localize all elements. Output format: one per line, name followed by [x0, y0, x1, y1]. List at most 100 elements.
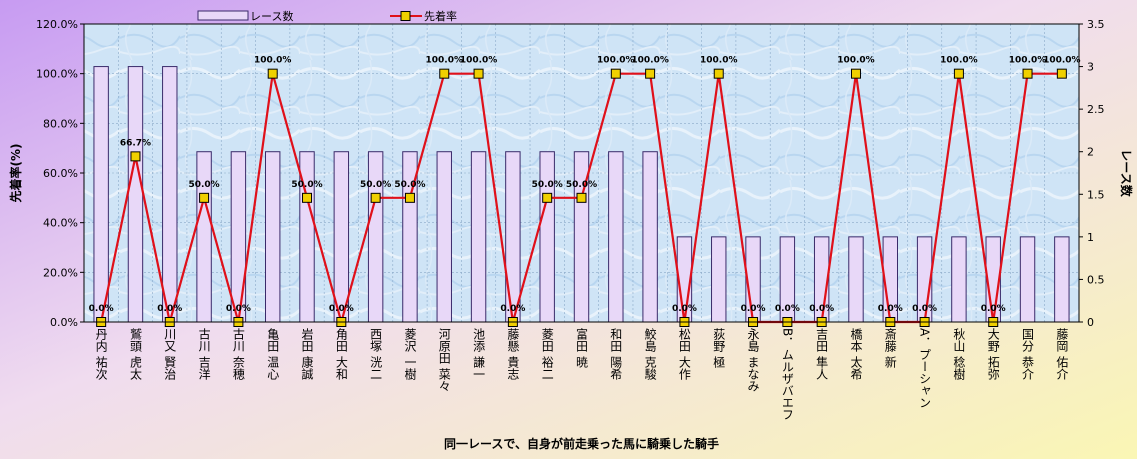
- data-label: 100.0%: [597, 56, 635, 66]
- line-marker: [302, 192, 313, 203]
- x-tick-label: 斎藤 新: [883, 327, 897, 368]
- line-marker: [267, 68, 278, 79]
- x-tick-label: 西塚 洸二: [369, 328, 383, 380]
- x-tick-label: 藤懸 貴志: [506, 328, 520, 380]
- x-tick-label: 永島 まなみ: [746, 328, 760, 392]
- x-tick-label: 岩田 康誠: [300, 327, 314, 381]
- data-label: 100.0%: [1009, 56, 1047, 66]
- data-label: 0.0%: [912, 304, 937, 314]
- legend-label-bar: レース数: [250, 10, 293, 23]
- y-left-tick-label: 120.0%: [36, 18, 78, 31]
- data-label: 100.0%: [254, 56, 292, 66]
- x-tick-label: 大野 拓弥: [986, 328, 1000, 380]
- legend-swatch-bar: [197, 10, 249, 21]
- y-left-axis-title: 先着率(%): [8, 144, 23, 203]
- legend-marker: [400, 11, 411, 21]
- bar-race-count: [162, 66, 178, 323]
- bar-race-count: [1054, 236, 1070, 323]
- line-marker: [645, 68, 656, 79]
- legend-label-line: 先着率: [424, 9, 457, 23]
- x-tick-label: 菱沢 一樹: [403, 328, 417, 380]
- bar-race-count: [127, 66, 144, 323]
- data-label: 0.0%: [500, 304, 525, 314]
- bar-race-count: [711, 236, 727, 323]
- data-label: 50.0%: [394, 180, 425, 190]
- x-tick-label: 吉田 隼人: [815, 328, 829, 380]
- line-marker: [370, 192, 381, 203]
- x-tick-label: 角田 大和: [334, 328, 348, 380]
- data-label: 100.0%: [940, 56, 978, 66]
- x-tick-label: 鮫島 克駿: [643, 327, 657, 381]
- data-label: 0.0%: [741, 304, 766, 314]
- data-label: 50.0%: [291, 180, 322, 190]
- x-tick-label: 荻野 極: [712, 328, 726, 368]
- data-label: 0.0%: [157, 304, 182, 314]
- data-label: 100.0%: [426, 56, 464, 66]
- y-left-tick-label: 100.0%: [36, 68, 78, 81]
- y-right-tick-label: 2: [1087, 146, 1094, 159]
- data-label: 100.0%: [1043, 56, 1081, 66]
- y-right-tick-label: 2.5: [1087, 103, 1105, 116]
- x-tick-label: 富田 暁: [575, 327, 589, 368]
- y-left-tick-label: 20.0%: [43, 266, 78, 279]
- data-label: 100.0%: [837, 56, 875, 66]
- line-marker: [404, 192, 415, 203]
- data-label: 0.0%: [672, 304, 697, 314]
- x-tick-label: 池添 謙一: [472, 328, 486, 380]
- bar-race-count: [848, 236, 864, 323]
- line-marker: [1022, 68, 1033, 79]
- x-tick-label: 川又 賢治: [163, 328, 177, 380]
- line-marker: [713, 68, 724, 79]
- x-tick-label: B．ムルザバエフ: [780, 328, 794, 420]
- data-label: 0.0%: [89, 304, 114, 314]
- bar-race-count: [367, 151, 384, 323]
- x-tick-label: 丹内 祐次: [94, 328, 108, 380]
- data-label: 0.0%: [878, 304, 903, 314]
- x-axis-title: 同一レースで、自身が前走乗った馬に騎乗した騎手: [444, 436, 719, 451]
- y-right-axis-title: レース数: [1119, 149, 1134, 197]
- x-tick-label: 松田 大作: [677, 328, 691, 380]
- data-label: 100.0%: [700, 56, 738, 66]
- y-right-tick-label: 1.5: [1087, 188, 1105, 201]
- axes: 0.0%20.0%40.0%60.0%80.0%100.0%120.0%00.5…: [36, 18, 1104, 420]
- data-label: 100.0%: [460, 56, 498, 66]
- bar-race-count: [436, 151, 452, 323]
- line-marker: [542, 192, 553, 203]
- y-left-tick-label: 40.0%: [43, 217, 78, 230]
- y-left-tick-label: 60.0%: [43, 167, 78, 180]
- line-marker: [1056, 68, 1067, 79]
- line-marker: [473, 68, 484, 79]
- x-tick-label: 菱田 裕二: [540, 328, 554, 380]
- bar-race-count: [333, 151, 350, 323]
- data-label: 50.0%: [188, 180, 219, 190]
- line-marker: [130, 151, 141, 162]
- x-tick-label: 古川 吉洋: [197, 327, 211, 380]
- x-tick-label: 秋山 稔樹: [952, 328, 966, 380]
- x-tick-label: 亀田 温心: [266, 328, 280, 380]
- x-tick-label: 橋本 太希: [849, 328, 863, 380]
- y-right-tick-label: 3: [1087, 61, 1094, 74]
- data-label: 50.0%: [532, 180, 563, 190]
- data-label: 0.0%: [775, 304, 800, 314]
- legend: レース数 先着率: [197, 9, 457, 23]
- x-tick-label: 藤岡 佑介: [1055, 328, 1069, 380]
- x-tick-label: A．プーシャン: [918, 328, 932, 408]
- x-tick-label: 河原田 菜々: [437, 328, 451, 392]
- data-label: 0.0%: [981, 304, 1006, 314]
- data-label: 0.0%: [809, 304, 834, 314]
- data-label: 50.0%: [566, 180, 597, 190]
- bar-race-count: [608, 151, 624, 323]
- line-marker: [953, 68, 964, 79]
- y-right-tick-label: 1: [1087, 231, 1094, 244]
- line-marker: [610, 68, 621, 79]
- x-tick-label: 古川 奈穂: [231, 327, 245, 381]
- bar-race-count: [265, 151, 281, 323]
- x-tick-label: 国分 恭介: [1021, 328, 1035, 380]
- bar-race-count: [470, 151, 487, 323]
- bar-race-count: [642, 151, 658, 323]
- x-tick-label: 鷲頭 虎太: [128, 328, 142, 380]
- data-label: 66.7%: [120, 138, 151, 148]
- line-marker: [439, 68, 450, 79]
